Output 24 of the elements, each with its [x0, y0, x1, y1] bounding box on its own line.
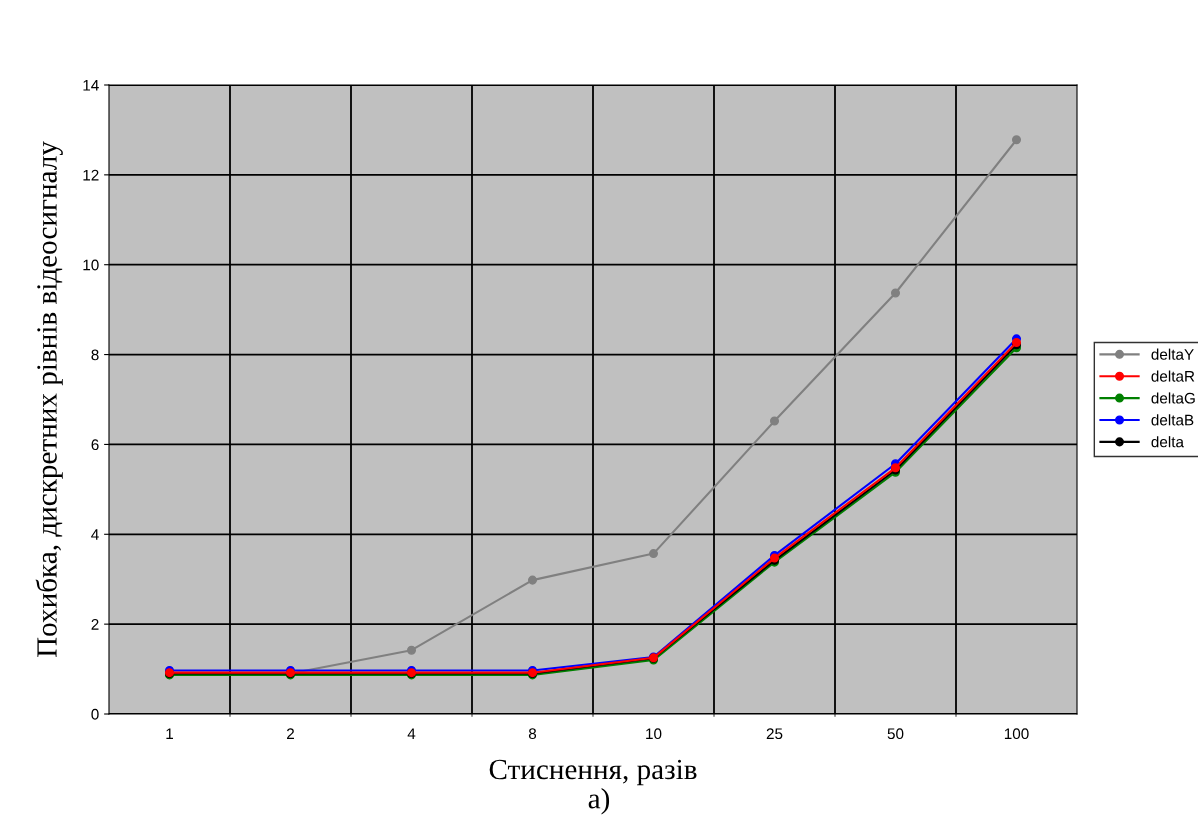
- y-tick-label: 6: [91, 439, 99, 451]
- y-axis-title: Похибка, дискретних рівнів відеосигналу: [35, 141, 63, 658]
- y-tick-label: 2: [91, 619, 99, 630]
- x-tick-label: 4: [407, 728, 416, 739]
- legend-label: delta: [1151, 436, 1184, 448]
- legend-label: deltaR: [1151, 370, 1195, 382]
- x-tick-label: 50: [887, 728, 904, 740]
- x-tick-label: 25: [766, 728, 783, 740]
- x-tick-label: 2: [287, 728, 294, 739]
- y-tick-label: 12: [83, 169, 99, 181]
- y-tick-label: 4: [91, 529, 99, 540]
- y-tick-label: 10: [83, 259, 99, 271]
- x-tick-label: 8: [528, 728, 537, 740]
- x-tick-label: 1: [166, 728, 173, 739]
- legend-label: deltaG: [1151, 392, 1195, 404]
- y-tick-label: 0: [91, 708, 99, 720]
- legend-label: deltaY: [1151, 348, 1194, 360]
- text: а): [588, 787, 610, 815]
- y-tick-label: 8: [91, 349, 99, 361]
- x-tick-label: 100: [1004, 728, 1029, 740]
- x-tick-label: 10: [646, 728, 662, 740]
- x-axis-title: Стиснення, разів: [489, 759, 697, 786]
- y-tick-label: 14: [83, 80, 99, 91]
- legend-label: deltaB: [1151, 414, 1194, 426]
